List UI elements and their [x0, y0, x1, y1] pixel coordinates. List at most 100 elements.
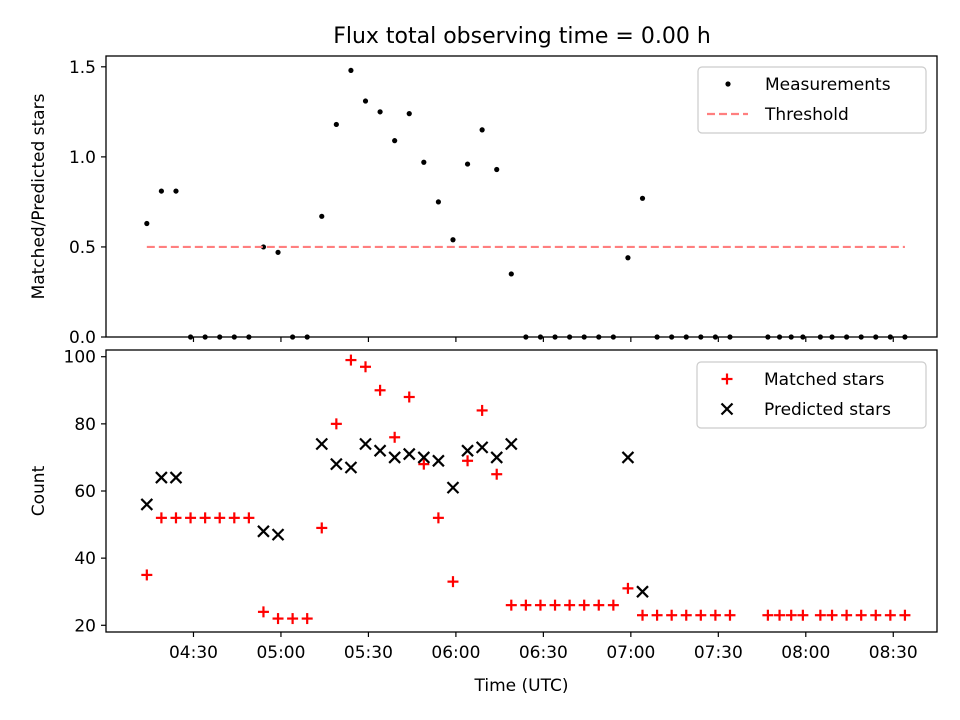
data-point-x-b	[330, 457, 343, 471]
data-point-plus	[199, 512, 211, 524]
legend-swatch-b	[720, 402, 734, 416]
data-point-plus	[185, 512, 197, 524]
data-point-plus	[170, 512, 182, 524]
data-point-plus	[330, 418, 342, 430]
legend-label: Matched stars	[764, 370, 884, 390]
y-tick-label: 1.5	[69, 58, 96, 78]
y-tick-label: 80	[74, 415, 96, 435]
data-point-plus	[155, 512, 167, 524]
data-point-dot	[275, 249, 281, 255]
data-point-dot	[333, 121, 339, 128]
data-point-plus	[709, 609, 721, 621]
legend: Matched stars Predicted stars	[696, 361, 927, 429]
data-point-x-b	[490, 451, 503, 464]
y-tick-label: 20	[74, 616, 96, 636]
data-point-plus	[418, 458, 430, 470]
data-point-dot	[362, 98, 369, 104]
data-point-plus	[695, 609, 707, 621]
data-point-plus	[797, 609, 809, 621]
data-point-dot	[421, 159, 427, 165]
data-point-x	[257, 525, 270, 538]
data-point-x	[505, 437, 518, 451]
legend-box	[697, 66, 927, 134]
data-point-x-b	[373, 444, 387, 457]
data-point-x	[621, 451, 635, 464]
data-point-plus	[403, 391, 415, 403]
x-tick-label: 05:00	[256, 643, 305, 663]
data-point-x	[490, 451, 503, 464]
data-point-plus	[360, 361, 372, 373]
legend-box	[696, 361, 927, 429]
data-point-x	[461, 444, 474, 457]
data-point-plus	[345, 354, 357, 366]
data-point-x	[432, 454, 445, 468]
data-point-x-b	[140, 498, 154, 511]
x-tick-label: 06:00	[431, 643, 480, 663]
data-point-x-b	[359, 437, 372, 451]
data-point-plus	[491, 468, 503, 480]
x-axis-label: Time (UTC)	[474, 676, 569, 696]
data-point-dot	[392, 138, 398, 144]
data-point-plus	[578, 599, 590, 611]
data-point-plus	[622, 582, 634, 594]
y-axis-label: Count	[29, 465, 49, 516]
y-tick-label: 100	[64, 348, 96, 368]
data-point-plus	[607, 599, 619, 611]
data-point-plus	[462, 455, 474, 467]
data-point-x-b	[446, 481, 460, 494]
axes-frame	[105, 349, 938, 633]
data-point-plus	[841, 609, 853, 621]
data-point-dot	[639, 195, 646, 201]
data-point-x	[373, 444, 387, 457]
data-point-x-b	[388, 451, 401, 464]
data-point-plus	[316, 522, 328, 534]
data-point-dot	[464, 161, 471, 167]
data-point-x	[271, 528, 285, 541]
data-point-plus	[243, 512, 255, 524]
data-point-plus	[899, 609, 911, 621]
data-point-plus	[374, 384, 386, 396]
data-point-plus	[272, 613, 284, 625]
data-point-plus	[476, 404, 488, 416]
data-point-x-b	[432, 454, 445, 468]
data-point-dot	[348, 67, 354, 74]
data-point-x	[169, 471, 183, 484]
figure-title: Flux total observing time = 0.00 h	[333, 24, 711, 49]
y-tick-label: 1.0	[69, 148, 96, 168]
series-matched-stars	[141, 354, 911, 625]
data-point-plus	[214, 512, 226, 524]
legend-swatch	[720, 402, 734, 416]
data-point-plus	[762, 609, 774, 621]
data-point-plus	[549, 599, 561, 611]
data-point-dot	[260, 244, 267, 250]
data-point-dot	[173, 188, 179, 194]
data-point-plus	[814, 609, 826, 621]
data-point-x	[140, 498, 154, 511]
data-point-dot	[144, 220, 150, 227]
x-tick-label: 08:00	[781, 643, 830, 663]
data-point-dot	[158, 188, 164, 194]
data-point-x	[344, 461, 358, 474]
x-tick-label: 08:30	[869, 643, 918, 663]
bottom-panel: 20 40 60 80 100 04:30 05:00 05:30 06:00 06:30 07:0…	[29, 348, 938, 696]
data-point-plus	[593, 599, 605, 611]
data-point-plus	[884, 609, 896, 621]
data-point-x	[402, 447, 416, 461]
data-point-x-b	[417, 451, 431, 464]
data-point-plus	[447, 576, 459, 588]
data-point-x-b	[169, 471, 183, 484]
y-tick-label: 0.5	[69, 238, 96, 258]
data-point-dot	[319, 213, 325, 219]
y-axis-label: Matched/Predicted stars	[29, 93, 49, 299]
data-point-x-b	[475, 441, 489, 454]
data-point-x	[417, 451, 431, 464]
data-point-dot	[479, 127, 485, 133]
data-point-x-b	[636, 585, 649, 598]
top-panel: 0.0 0.5 1.0 1.5 Matched/Predicted stars Measu…	[29, 55, 938, 348]
data-point-x-b	[402, 447, 416, 461]
y-tick-label: 60	[74, 482, 96, 502]
y-tick-label: 0.0	[69, 328, 96, 348]
data-point-x	[446, 481, 460, 494]
x-tick-label: 07:30	[694, 643, 743, 663]
x-tick-label: 04:30	[169, 643, 218, 663]
